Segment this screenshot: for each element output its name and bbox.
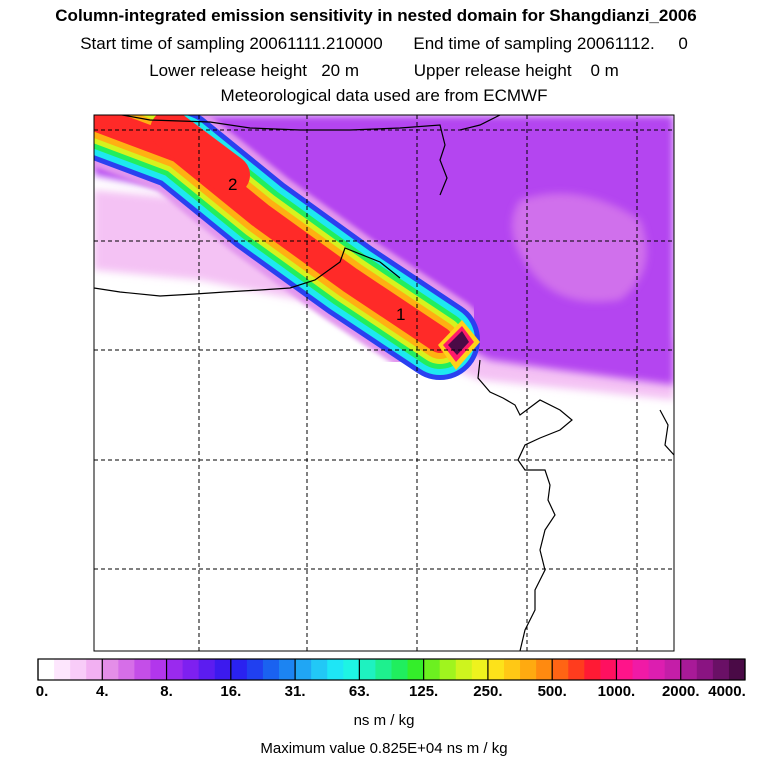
colorbar-cell: [648, 659, 666, 680]
colorbar-cell: [230, 659, 248, 680]
upper-release-value: 0 m: [590, 61, 619, 80]
colorbar-cell: [375, 659, 392, 680]
colorbar-cell: [632, 659, 650, 680]
colorbar-cell: [455, 659, 473, 680]
colorbar-cell: [584, 659, 601, 680]
colorbar-cell: [182, 659, 200, 680]
start-time-value: 20061111.210000: [249, 34, 383, 53]
release-heights: Lower release height 20 m Upper release …: [0, 61, 768, 81]
colorbar-cell: [38, 659, 55, 680]
start-time-label: Start time of sampling: [80, 34, 245, 53]
upper-release-label: Upper release height: [413, 61, 572, 80]
colorbar-cell: [198, 659, 216, 680]
colorbar-cell: [680, 659, 698, 680]
colorbar-cell: [359, 659, 376, 680]
colorbar-tick-label: 250.: [473, 683, 503, 700]
colorbar-cell: [102, 659, 119, 680]
maximum-value: Maximum value 0.825E+04 ns m / kg: [260, 740, 508, 757]
colorbar-cell: [600, 659, 617, 680]
colorbar-cell: [568, 659, 585, 680]
colorbar-cell: [552, 659, 569, 680]
colorbar-cell: [423, 659, 441, 680]
colorbar-cell: [327, 659, 344, 680]
colorbar-tick-label: 500.: [537, 683, 567, 700]
sensitivity-field-light-patch: [512, 193, 647, 302]
colorbar-cell: [439, 659, 457, 680]
colorbar-tick-label: 4000.: [708, 683, 746, 700]
colorbar-cell: [664, 659, 682, 680]
colorbar-cell: [503, 659, 521, 680]
lat-lon-grid: [94, 115, 674, 651]
colorbar-tick-label: 63.: [348, 683, 370, 700]
colorbar-cell: [616, 659, 634, 680]
colorbar-cell: [728, 659, 746, 680]
met-data-note: Meteorological data used are from ECMWF: [220, 86, 548, 105]
colorbar-tick-label: 16.: [220, 683, 242, 700]
colorbar-cell: [214, 659, 232, 680]
map-frame: [93, 114, 675, 652]
plume: [94, 115, 486, 386]
colorbar-cell: [86, 659, 103, 680]
colorbar-cell: [118, 659, 135, 680]
colorbar-cell: [712, 659, 730, 680]
plot-title: Column-integrated emission sensitivity i…: [55, 6, 697, 25]
colorbar-tick-label: 8.: [160, 683, 173, 700]
colorbar-tick-label: 125.: [409, 683, 439, 700]
lower-release-label: Lower release height: [149, 61, 308, 80]
colorbar-tick-label: 31.: [284, 683, 306, 700]
colorbar-cell: [311, 659, 328, 680]
colorbar-cell: [407, 659, 425, 680]
source-hotspot: [438, 320, 480, 370]
end-time-value: 20061112. 0: [576, 34, 688, 53]
sampling-times: Start time of sampling 20061111.210000 E…: [0, 34, 768, 54]
colorbar-tick-label: 1000.: [597, 683, 636, 700]
colorbar-tick-label: 4.: [96, 683, 109, 700]
colorbar-cell: [262, 659, 280, 680]
colorbar-cell: [54, 659, 71, 680]
colorbar-tick-label: 2000.: [661, 683, 700, 700]
colorbar-cell: [520, 659, 537, 680]
colorbar-cell: [391, 659, 409, 680]
end-time-label: End time of sampling: [413, 34, 573, 53]
colorbar-cell: [70, 659, 87, 680]
colorbar-cell: [134, 659, 151, 680]
map-label-1: 1: [396, 305, 405, 324]
colorbar-cells: [38, 659, 746, 680]
colorbar-cell: [166, 659, 184, 680]
colorbar-frame: [37, 658, 746, 681]
map-label-2: 2: [228, 175, 237, 194]
colorbar-tick-label: 0.: [35, 683, 49, 700]
colorbar-cell: [295, 659, 312, 680]
colorbar-unit: ns m / kg: [353, 712, 415, 729]
lower-release-value: 20 m: [321, 61, 359, 80]
colorbar-cell: [279, 659, 296, 680]
colorbar-cell: [343, 659, 360, 680]
colorbar-cell: [471, 659, 489, 680]
colorbar-cell: [150, 659, 168, 680]
colorbar-cell: [696, 659, 714, 680]
colorbar-cell: [536, 659, 553, 680]
colorbar-cell: [246, 659, 264, 680]
colorbar-cell: [487, 659, 505, 680]
